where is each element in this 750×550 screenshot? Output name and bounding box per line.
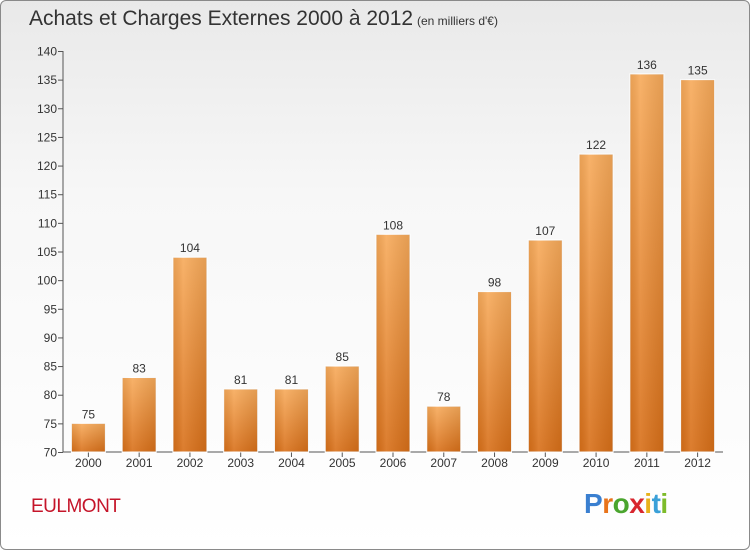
bar-value-label: 122 bbox=[586, 138, 606, 152]
bars: 75 83 104 81 81 85 108 78 98 107 122 136 135 bbox=[70, 58, 716, 453]
y-tick-label: 90 bbox=[44, 331, 58, 345]
x-tick-label: 2005 bbox=[329, 456, 356, 470]
x-tick-label: 2007 bbox=[430, 456, 457, 470]
bar-shade bbox=[426, 406, 461, 452]
bar-value-label: 136 bbox=[637, 58, 657, 72]
x-tick-label: 2012 bbox=[684, 456, 711, 470]
bar-value-label: 81 bbox=[285, 373, 299, 387]
bar-shade bbox=[325, 366, 360, 452]
bar-shade bbox=[629, 73, 664, 453]
bar-shade bbox=[680, 79, 715, 453]
y-tick-label: 95 bbox=[44, 302, 58, 316]
x-tick-label: 2010 bbox=[583, 456, 610, 470]
y-tick-label: 130 bbox=[37, 102, 57, 116]
bar-shade bbox=[376, 234, 410, 452]
y-tick-label: 100 bbox=[37, 274, 57, 288]
bar-value-label: 98 bbox=[488, 276, 502, 290]
bar-shade bbox=[122, 377, 157, 452]
bar-value-label: 75 bbox=[82, 407, 96, 421]
x-tick-label: 2008 bbox=[481, 456, 508, 470]
y-tick-label: 85 bbox=[44, 360, 58, 374]
place-name: EULMONT bbox=[31, 496, 121, 517]
bar-value-label: 83 bbox=[132, 362, 146, 376]
x-tick-label: 2006 bbox=[380, 456, 407, 470]
x-tick-label: 2009 bbox=[532, 456, 559, 470]
x-tick-label: 2001 bbox=[126, 456, 153, 470]
y-tick-label: 75 bbox=[44, 417, 58, 431]
y-tick-label: 125 bbox=[37, 130, 57, 144]
logo-letter: i bbox=[660, 488, 668, 519]
logo-letter: o bbox=[612, 488, 630, 519]
bar-value-label: 107 bbox=[535, 224, 555, 238]
x-tick-label: 2004 bbox=[278, 456, 305, 470]
y-tick-label: 120 bbox=[37, 159, 57, 173]
y-tick-label: 80 bbox=[44, 388, 58, 402]
logo-letter: r bbox=[602, 488, 613, 519]
y-tick-label: 115 bbox=[38, 188, 57, 202]
y-tick-label: 140 bbox=[37, 45, 57, 59]
x-tick-label: 2002 bbox=[177, 456, 204, 470]
bar-shade bbox=[528, 240, 563, 452]
y-tick-label: 105 bbox=[37, 245, 57, 259]
bar-shade bbox=[172, 257, 207, 452]
y-tick-label: 70 bbox=[44, 446, 58, 460]
bar-shade bbox=[71, 423, 106, 452]
bar-value-label: 108 bbox=[383, 218, 403, 232]
bar-shade bbox=[579, 154, 614, 452]
logo-letter: i bbox=[644, 488, 652, 519]
logo-letter: t bbox=[651, 488, 661, 519]
bar-value-label: 104 bbox=[180, 241, 200, 255]
y-tick-label: 135 bbox=[37, 73, 57, 87]
x-tick-label: 2000 bbox=[75, 456, 102, 470]
x-tick-label: 2011 bbox=[634, 456, 660, 470]
bar-shade bbox=[274, 388, 309, 452]
proxiti-logo: Proxiti bbox=[584, 488, 668, 520]
logo-letter: P bbox=[584, 488, 603, 519]
chart-title: Achats et Charges Externes 2000 à 2012 bbox=[29, 7, 414, 30]
bar-value-label: 135 bbox=[688, 64, 708, 78]
x-tick-label: 2003 bbox=[227, 456, 254, 470]
chart-subtitle: (en milliers d'€) bbox=[417, 14, 498, 28]
y-tick-label: 110 bbox=[38, 216, 57, 230]
bar-value-label: 81 bbox=[234, 373, 248, 387]
bar-value-label: 85 bbox=[336, 350, 350, 364]
bar-shade bbox=[477, 291, 512, 452]
logo-letter: x bbox=[629, 488, 645, 519]
bar-value-label: 78 bbox=[437, 390, 451, 404]
bar-shade bbox=[223, 388, 258, 452]
